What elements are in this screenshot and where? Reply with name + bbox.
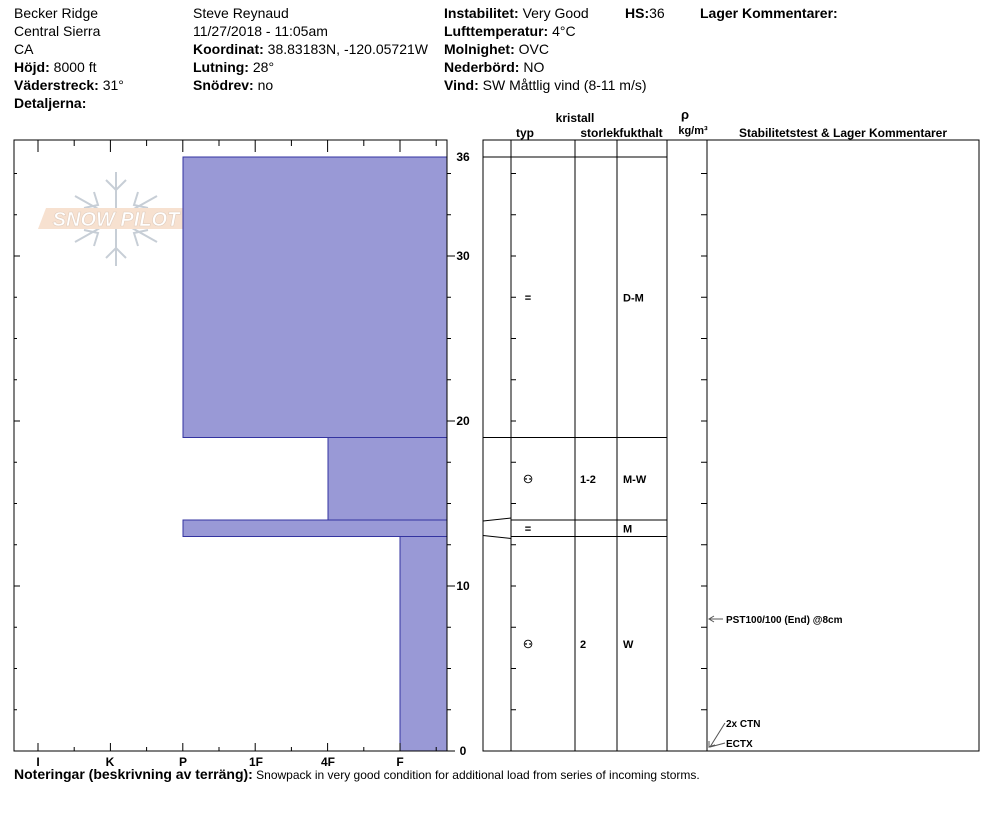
details-row: Detaljerna: [14,95,87,111]
header-col-site: Becker Ridge Central Sierra CA Höjd: 800… [14,4,124,112]
notes-label: Noteringar (beskrivning av terräng): [14,766,253,782]
logo-banner [38,208,194,229]
sky-value: OVC [518,41,549,57]
observation-datetime: 11/27/2018 - 11:05am [193,23,328,39]
elevation-row: Höjd: 8000 ft [14,59,97,75]
stability-test-label: 2x CTN [726,719,760,730]
column-headers: kristall typ storlek fukthalt ρ kg/m³ St… [516,107,947,140]
hardness-tick-label: I [36,755,39,769]
depth-connector [482,517,512,522]
instability-value: Very Good [522,5,589,21]
col-type-label: typ [516,126,534,140]
layer-table: = D-M ⚇ 1-2 M-W = M ⚇ 2 W PST100/100 (End) @8cm 2x … [482,139,980,752]
wind-value: SW Måttlig vind (8-11 m/s) [482,77,647,93]
layer-comments-heading: Lager Kommentarer: [700,5,838,21]
elevation-value: 8000 ft [53,59,97,75]
col-crystal-label: kristall [556,111,595,125]
snowpilot-logo: SNOW PILOT [38,172,194,266]
table-frame [482,139,980,752]
y-tick-label: 0 [460,744,467,758]
layer-moisture-value: M [623,523,632,535]
header-col-observer: Steve Reynaud 11/27/2018 - 11:05am Koord… [193,4,428,94]
depth-connector [482,535,512,539]
col-rho-label: ρ [681,107,689,122]
col-density-label: kg/m³ [678,125,708,137]
hardness-plot: I K P 1F 4F F 0 10 20 30 36 [13,139,470,769]
hardness-layer-bar [399,536,448,752]
layer-size-value: 1-2 [580,474,596,486]
layer-type-symbol: ⚇ [523,474,533,486]
aspect-value: 31° [102,77,124,93]
location-name: Becker Ridge [14,5,99,21]
hardness-tick-label: 4F [321,755,335,769]
hardness-tick-label: F [396,755,403,769]
y-tick-label: 30 [456,249,470,263]
hardness-layer-bar [182,156,448,438]
notes-row: Noteringar (beskrivning av terräng): Sno… [14,766,700,782]
layer-type-symbol: = [525,523,531,535]
airtemp-row: Lufttemperatur: 4°C [444,23,576,39]
layer-size-value: 2 [580,639,586,651]
stability-test-label: ECTX [726,739,753,750]
notes-text: Snowpack in very good condition for addi… [252,768,700,782]
wind-row: Vind: SW Måttlig vind (8-11 m/s) [444,77,647,93]
test-arrow-head [708,741,716,748]
drift-row: Snödrev: no [193,77,274,93]
col-size-label: storlek [580,126,620,140]
hardness-layer-bar [182,519,448,537]
sky-row: Molnighet: OVC [444,41,549,57]
slope-value: 28° [252,59,275,75]
y-tick-label: 10 [456,579,470,593]
test-arrow-line [709,722,726,748]
hardness-tick-label: K [106,755,115,769]
y-tick-label: 20 [456,414,470,428]
layer-moisture-value: W [623,639,634,651]
layer-moisture-value: M-W [623,474,647,486]
test-arrow-head [708,615,715,623]
header-col-conditions: Instabilitet: Very Good Lufttemperatur: … [444,4,647,94]
coordinate-value: 38.83183N, -120.05721W [267,41,428,57]
precip-row: Nederbörd: NO [444,59,545,75]
drift-value: no [257,77,274,93]
y-tick-label: 36 [456,150,470,164]
range-name: Central Sierra [14,23,101,39]
slope-row: Lutning: 28° [193,59,275,75]
observer-name: Steve Reynaud [193,5,289,21]
precip-value: NO [523,59,545,75]
aspect-row: Väderstreck: 31° [14,77,124,93]
coordinate-row: Koordinat: 38.83183N, -120.05721W [193,41,428,57]
plot-frame [13,139,448,752]
hs-row: HS:36 [625,5,665,21]
layer-type-symbol: ⚇ [523,639,533,651]
col-stability-label: Stabilitetstest & Lager Kommentarer [739,126,947,140]
hs-value: 36 [649,5,665,21]
hardness-layer-bar [327,437,448,521]
col-moisture-label: fukthalt [619,126,662,140]
layer-moisture-value: D-M [623,292,644,304]
state-name: CA [14,41,34,57]
airtemp-value: 4°C [552,23,576,39]
logo-text: SNOW PILOT [53,209,181,231]
hardness-tick-label: P [179,755,187,769]
stability-test-label: PST100/100 (End) @8cm [726,615,843,626]
layer-type-symbol: = [525,292,531,304]
instability-row: Instabilitet: Very Good [444,5,589,21]
hardness-tick-label: 1F [249,755,263,769]
